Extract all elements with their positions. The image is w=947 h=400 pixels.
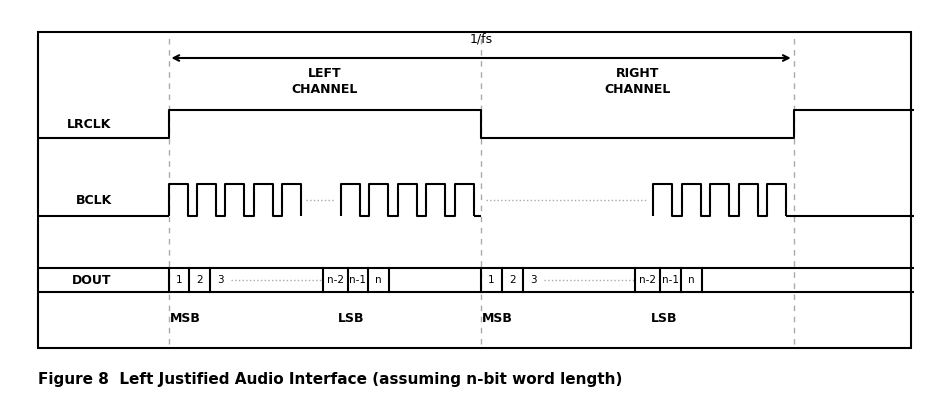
Text: n-1: n-1 — [349, 275, 366, 285]
Text: 3: 3 — [218, 275, 223, 285]
Text: BCLK: BCLK — [76, 194, 112, 206]
Text: MSB: MSB — [482, 312, 513, 324]
Text: n: n — [688, 275, 694, 285]
Text: CHANNEL: CHANNEL — [604, 83, 670, 96]
Text: 2: 2 — [509, 275, 515, 285]
Text: n-2: n-2 — [639, 275, 656, 285]
Text: 1: 1 — [489, 275, 494, 285]
Text: 3: 3 — [530, 275, 536, 285]
Text: 1: 1 — [176, 275, 182, 285]
Text: LSB: LSB — [338, 312, 365, 324]
Text: LSB: LSB — [651, 312, 677, 324]
Text: n: n — [376, 275, 382, 285]
Bar — [38, 32, 911, 348]
Text: LRCLK: LRCLK — [67, 118, 112, 130]
Text: Figure 8  Left Justified Audio Interface (assuming n-bit word length): Figure 8 Left Justified Audio Interface … — [38, 372, 622, 387]
Text: 1/fs: 1/fs — [470, 33, 492, 46]
Text: DOUT: DOUT — [72, 274, 112, 286]
Text: RIGHT: RIGHT — [616, 67, 659, 80]
Text: MSB: MSB — [170, 312, 201, 324]
Text: n-2: n-2 — [327, 275, 344, 285]
Text: CHANNEL: CHANNEL — [292, 83, 358, 96]
Text: LEFT: LEFT — [308, 67, 342, 80]
Text: 2: 2 — [197, 275, 203, 285]
Text: n-1: n-1 — [662, 275, 679, 285]
